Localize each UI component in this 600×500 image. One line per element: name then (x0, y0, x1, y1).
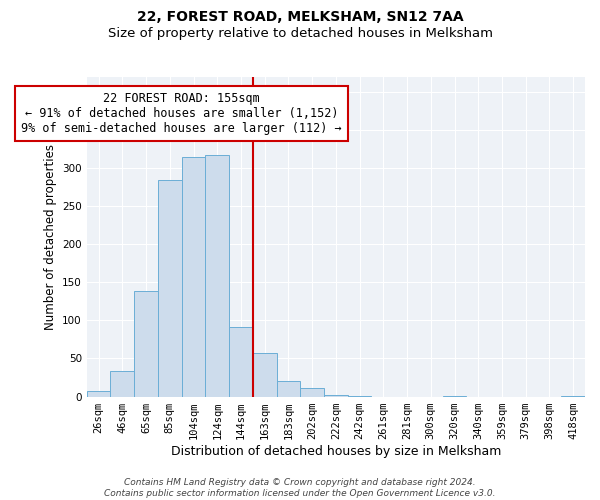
Bar (324, 395, 348, 396)
Bar (277, 382, 300, 396)
Bar (229, 327, 253, 396)
X-axis label: Distribution of detached houses by size in Melksham: Distribution of detached houses by size … (170, 444, 501, 458)
Bar (253, 353, 277, 397)
Bar (205, 155, 229, 396)
Text: 22 FOREST ROAD: 155sqm
← 91% of detached houses are smaller (1,152)
9% of semi-d: 22 FOREST ROAD: 155sqm ← 91% of detached… (22, 92, 342, 134)
Bar (158, 180, 182, 396)
Bar (182, 158, 205, 396)
Bar (300, 388, 324, 396)
Text: Contains HM Land Registry data © Crown copyright and database right 2024.
Contai: Contains HM Land Registry data © Crown c… (104, 478, 496, 498)
Text: Size of property relative to detached houses in Melksham: Size of property relative to detached ho… (107, 28, 493, 40)
Y-axis label: Number of detached properties: Number of detached properties (44, 144, 56, 330)
Bar (110, 370, 134, 396)
Bar (87, 391, 110, 396)
Bar (134, 290, 158, 397)
Text: 22, FOREST ROAD, MELKSHAM, SN12 7AA: 22, FOREST ROAD, MELKSHAM, SN12 7AA (137, 10, 463, 24)
